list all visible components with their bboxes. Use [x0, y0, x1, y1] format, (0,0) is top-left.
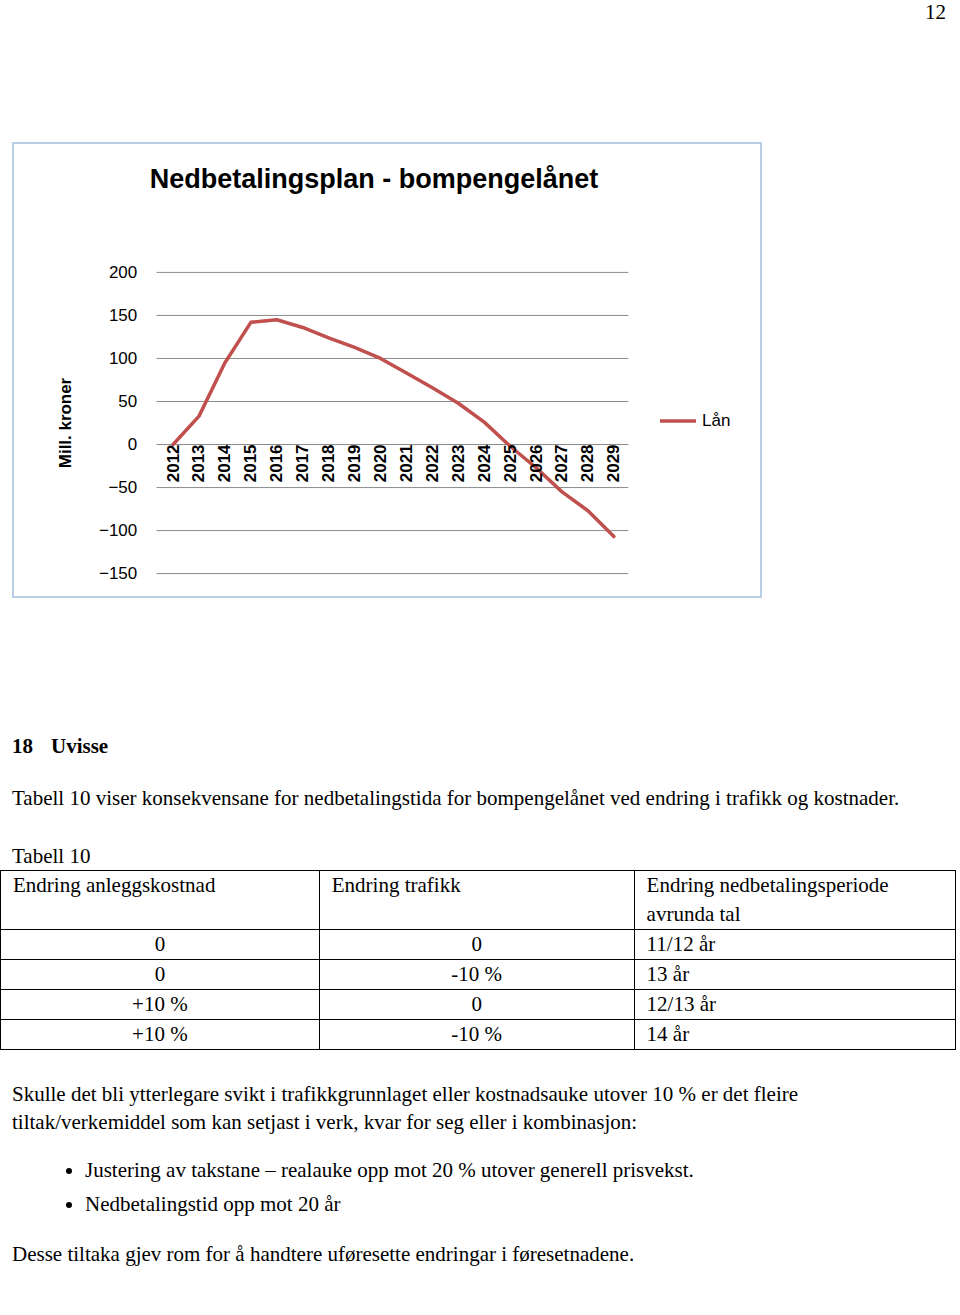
- svg-text:2022: 2022: [423, 445, 442, 483]
- svg-text:2018: 2018: [319, 445, 338, 483]
- html-text:Nedbetalingsplan - bompengelån: Nedbetalingsplan - bompengelånet: [149, 164, 599, 194]
- svg-text:2028: 2028: [578, 445, 597, 483]
- svg-text:2021: 2021: [397, 445, 416, 483]
- html-text:Nedbetalingstid opp mot 20 år: Nedbetalingstid opp mot 20 år: [85, 1192, 341, 1216]
- html-text:11/12 år: 11/12 år: [646, 932, 716, 956]
- html-text:Endring trafikk: Endring trafikk: [331, 873, 461, 897]
- html-text:+10 %: +10 %: [132, 1022, 188, 1046]
- html-text:Endring nedbetalingsperiode av: Endring nedbetalingsperiode avrunda tal: [646, 873, 889, 926]
- html-text:Skulle det bli ytterlegare svi: Skulle det bli ytterlegare svikt i trafi…: [12, 1082, 799, 1134]
- html-text:14 år: 14 år: [646, 1022, 690, 1046]
- html-text:Endring anleggskostnad: Endring anleggskostnad: [13, 873, 216, 897]
- svg-text:2026: 2026: [527, 445, 546, 483]
- html-text:0: 0: [154, 932, 166, 956]
- svg-text:Mill. kroner: Mill. kroner: [56, 377, 75, 468]
- svg-text:2016: 2016: [267, 445, 286, 483]
- svg-text:2019: 2019: [345, 445, 364, 483]
- html-text:13 år: 13 år: [646, 962, 690, 986]
- svg-text:−100: −100: [99, 521, 137, 540]
- svg-text:2012: 2012: [164, 445, 183, 483]
- html-text:-10 %: -10 %: [451, 1022, 503, 1046]
- html-text:Uvisse: Uvisse: [51, 734, 109, 758]
- svg-text:2015: 2015: [241, 445, 260, 483]
- html-text:+10 %: +10 %: [132, 992, 188, 1016]
- svg-text:50: 50: [118, 392, 137, 411]
- html-text:0: 0: [471, 932, 482, 956]
- svg-text:2013: 2013: [189, 445, 208, 483]
- svg-text:−150: −150: [99, 564, 137, 583]
- html-text:18: 18: [12, 734, 33, 758]
- svg-text:2023: 2023: [449, 445, 468, 483]
- svg-text:100: 100: [109, 349, 137, 368]
- html-text:Justering av takstane – realau: Justering av takstane – realauke opp mot…: [85, 1158, 694, 1182]
- svg-text:0: 0: [128, 435, 137, 454]
- svg-text:2024: 2024: [475, 444, 494, 482]
- html-text:Tabell 10: Tabell 10: [12, 844, 91, 868]
- svg-text:2027: 2027: [552, 445, 571, 483]
- svg-text:−50: −50: [108, 478, 137, 497]
- html-text:0: 0: [154, 962, 166, 986]
- html-text:Tabell 10 viser konsekvensane: Tabell 10 viser konsekvensane for nedbet…: [12, 786, 900, 810]
- svg-text:2017: 2017: [293, 445, 312, 483]
- html-text:Desse tiltaka gjev rom for å h: Desse tiltaka gjev rom for å handtere uf…: [12, 1242, 635, 1266]
- svg-text:2020: 2020: [371, 445, 390, 483]
- html-text:-10 %: -10 %: [451, 962, 503, 986]
- svg-text:2029: 2029: [604, 445, 623, 483]
- html-text:Lån: Lån: [702, 411, 731, 430]
- html-text:12/13 år: 12/13 år: [646, 992, 716, 1016]
- svg-text:2014: 2014: [215, 444, 234, 482]
- html-text:0: 0: [471, 992, 482, 1016]
- svg-text:2025: 2025: [501, 445, 520, 483]
- svg-text:150: 150: [109, 306, 137, 325]
- html-text:12: 12: [925, 0, 946, 24]
- svg-text:200: 200: [109, 263, 137, 282]
